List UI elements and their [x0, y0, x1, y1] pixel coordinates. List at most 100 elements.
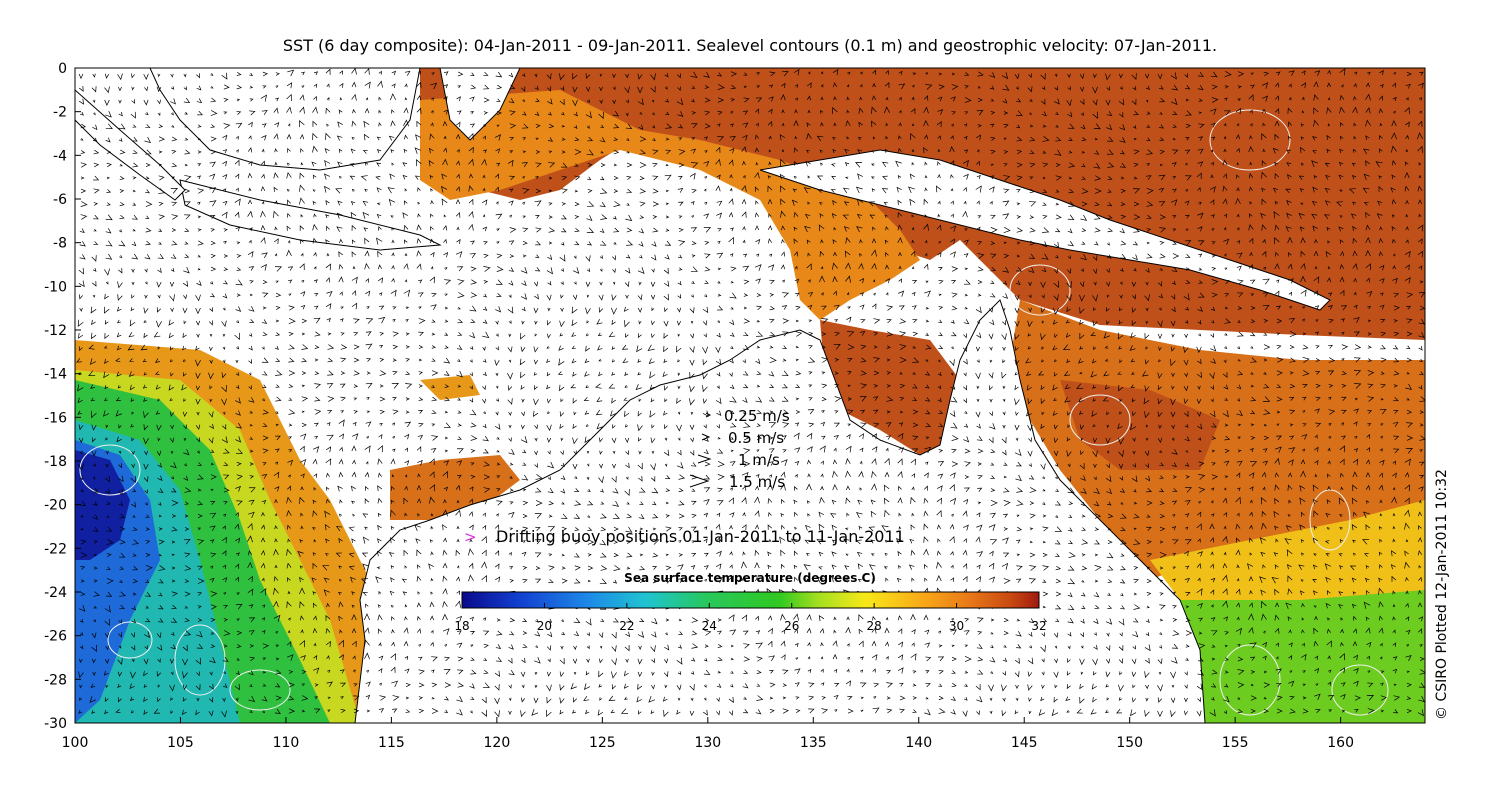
- velocity-arrow: [652, 227, 659, 233]
- velocity-arrow: [1405, 576, 1409, 582]
- velocity-arrow: [377, 628, 382, 634]
- velocity-arrow: [937, 397, 942, 403]
- velocity-arrow: [1328, 669, 1332, 673]
- velocity-arrow: [77, 384, 84, 392]
- velocity-arrow: [522, 566, 528, 570]
- velocity-arrow: [403, 148, 408, 153]
- velocity-arrow: [1405, 590, 1409, 595]
- velocity-arrow: [704, 266, 711, 272]
- velocity-arrow: [275, 370, 283, 376]
- velocity-arrow: [857, 173, 863, 180]
- velocity-arrow: [468, 511, 474, 517]
- velocity-arrow: [1171, 448, 1178, 455]
- velocity-arrow: [249, 280, 254, 284]
- velocity-arrow: [1210, 513, 1215, 517]
- velocity-arrow: [990, 266, 997, 272]
- velocity-arrow: [1405, 213, 1409, 218]
- velocity-arrow: [729, 461, 736, 466]
- velocity-arrow: [457, 279, 465, 285]
- velocity-arrow: [262, 371, 268, 376]
- velocity-arrow: [520, 371, 526, 379]
- velocity-arrow: [509, 617, 516, 623]
- velocity-arrow: [585, 333, 589, 337]
- velocity-arrow: [1003, 630, 1009, 636]
- velocity-arrow: [1248, 576, 1254, 582]
- velocity-arrow: [80, 176, 85, 180]
- velocity-arrow: [273, 614, 281, 622]
- velocity-arrow: [819, 275, 825, 283]
- velocity-arrow: [184, 214, 191, 220]
- velocity-arrow: [234, 332, 240, 341]
- velocity-arrow: [222, 525, 226, 530]
- velocity-arrow: [677, 372, 681, 376]
- velocity-arrow: [93, 202, 99, 206]
- velocity-arrow: [197, 618, 203, 622]
- velocity-arrow: [572, 437, 578, 445]
- velocity-arrow: [845, 497, 851, 504]
- velocity-arrow: [1133, 214, 1141, 220]
- velocity-arrow: [717, 240, 721, 245]
- sst-region-sw-deepblue: [75, 450, 130, 560]
- velocity-arrow: [1365, 82, 1371, 88]
- velocity-arrow: [404, 485, 408, 491]
- velocity-arrow: [548, 553, 553, 557]
- velocity-arrow: [690, 294, 694, 298]
- velocity-arrow: [324, 510, 331, 518]
- velocity-arrow: [1236, 564, 1240, 569]
- velocity-arrow: [702, 372, 708, 380]
- velocity-arrow: [1159, 163, 1164, 167]
- velocity-arrow: [924, 187, 928, 192]
- velocity-arrow: [1302, 423, 1307, 427]
- velocity-arrow: [535, 150, 541, 154]
- velocity-arrow: [390, 666, 396, 673]
- velocity-arrow: [273, 172, 279, 179]
- velocity-arrow: [312, 174, 317, 179]
- velocity-arrow: [1158, 281, 1163, 287]
- velocity-arrow: [1341, 370, 1347, 376]
- velocity-arrow: [1171, 280, 1177, 285]
- velocity-arrow: [326, 252, 330, 257]
- velocity-arrow: [1016, 162, 1023, 168]
- velocity-arrow: [119, 579, 123, 583]
- velocity-arrow: [236, 644, 242, 648]
- velocity-arrow: [286, 562, 292, 569]
- velocity-arrow: [859, 447, 864, 452]
- velocity-arrow: [703, 565, 709, 570]
- velocity-arrow: [782, 292, 790, 298]
- velocity-arrow: [1042, 526, 1049, 532]
- velocity-arrow: [791, 199, 798, 206]
- velocity-arrow: [832, 136, 836, 141]
- velocity-arrow: [924, 577, 928, 582]
- velocity-arrow: [300, 252, 304, 257]
- velocity-arrow: [831, 576, 837, 583]
- velocity-arrow: [522, 123, 529, 129]
- velocity-arrow: [1418, 318, 1425, 325]
- velocity-arrow: [1237, 358, 1241, 362]
- velocity-arrow: [872, 396, 879, 401]
- velocity-arrow: [1327, 292, 1333, 297]
- velocity-arrow: [468, 146, 474, 154]
- velocity-arrow: [1132, 411, 1136, 417]
- velocity-arrow: [1285, 188, 1291, 193]
- velocity-arrow: [339, 70, 343, 75]
- velocity-arrow: [1418, 499, 1422, 504]
- velocity-arrow: [509, 254, 515, 258]
- velocity-arrow: [300, 654, 306, 661]
- velocity-arrow: [145, 162, 151, 168]
- velocity-arrow: [1393, 435, 1400, 441]
- velocity-arrow: [494, 423, 501, 430]
- velocity-arrow: [639, 254, 643, 259]
- velocity-arrow: [158, 150, 163, 154]
- velocity-arrow: [236, 346, 240, 350]
- velocity-arrow: [509, 488, 514, 492]
- velocity-arrow: [781, 122, 785, 127]
- velocity-arrow: [287, 240, 291, 244]
- velocity-arrow: [1042, 162, 1049, 168]
- velocity-arrow: [1119, 294, 1123, 299]
- velocity-arrow: [1418, 525, 1422, 530]
- velocity-arrow: [637, 462, 643, 470]
- velocity-arrow: [157, 488, 164, 493]
- velocity-arrow: [1339, 215, 1343, 218]
- velocity-arrow: [444, 656, 450, 662]
- velocity-arrow: [1287, 484, 1293, 491]
